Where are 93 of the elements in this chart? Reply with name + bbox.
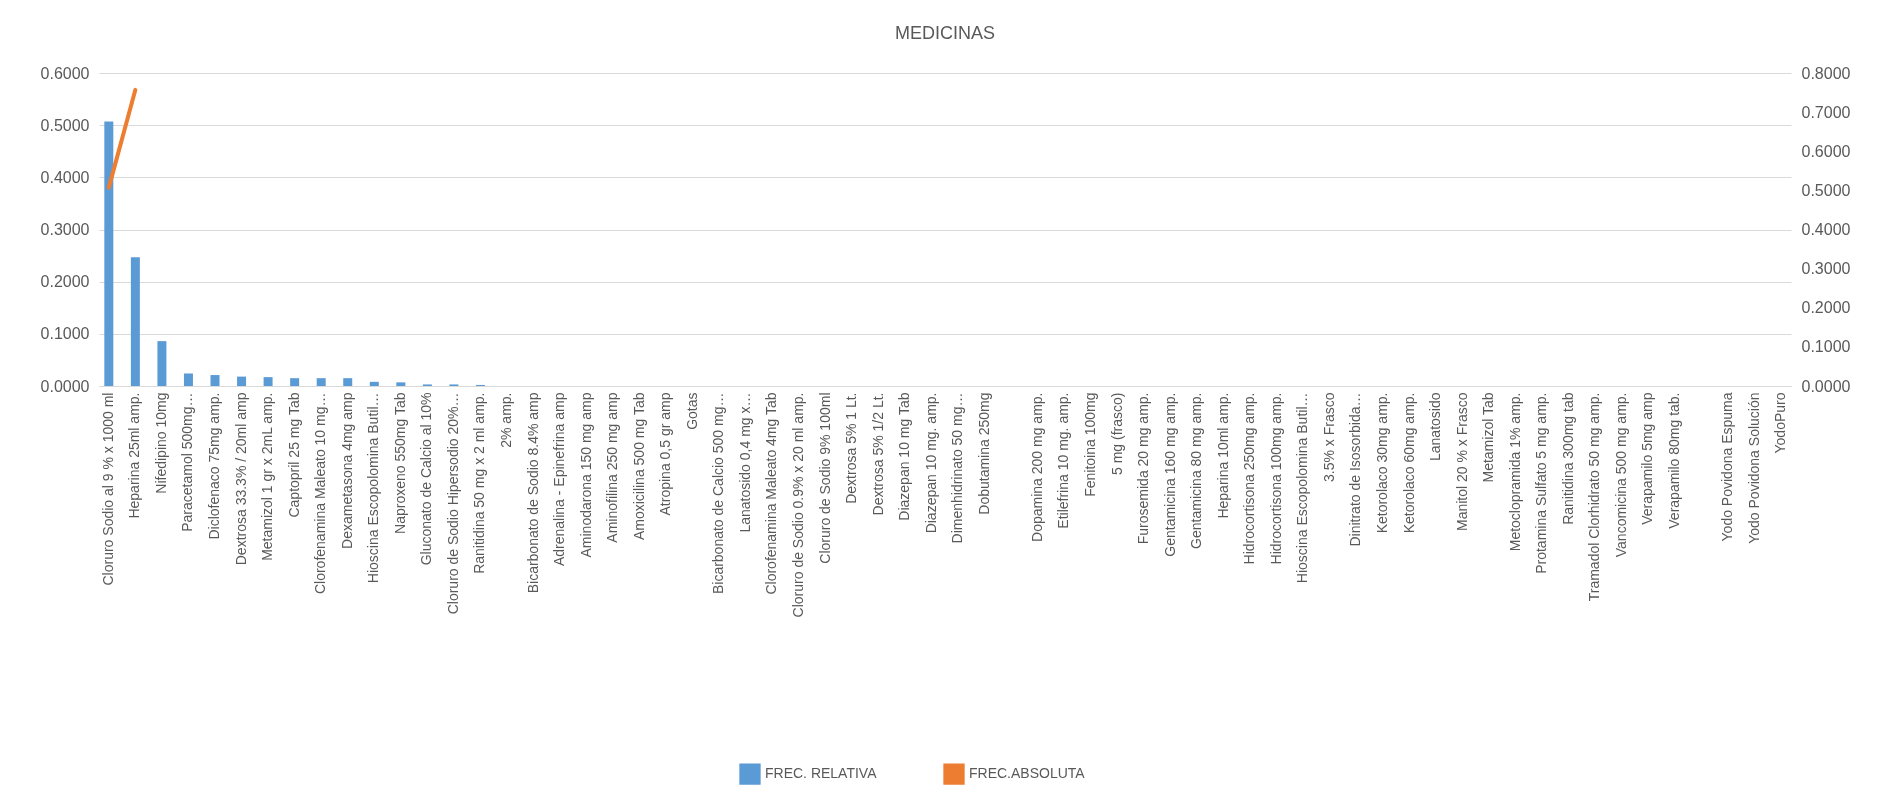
x-tick-label: Clorofenamina Maleato 4mg Tab xyxy=(763,392,780,595)
x-tick-label: Protamina Sulfato 5 mg amp. xyxy=(1533,392,1550,574)
y2-tick-label: 0.0000 xyxy=(1801,377,1851,395)
x-tick-label: Diazepan 10 mg Tab xyxy=(896,392,913,521)
x-tick-label: Verapamilo 5mg amp xyxy=(1639,392,1656,525)
x-tick-label: YodoPuro xyxy=(1772,392,1789,454)
x-tick-label: Gotas xyxy=(683,392,700,430)
x-tick-label: Cloruro de Sodio 0.9% x 20 ml amp. xyxy=(790,392,806,618)
bar xyxy=(263,377,273,386)
x-tick-label: Bicarbonato de Sodio 8.4% amp xyxy=(524,392,541,594)
bar xyxy=(157,341,167,386)
bar xyxy=(104,121,114,386)
x-tick-label: Hidrocortisona 250mg amp. xyxy=(1241,392,1258,565)
legend-label: FREC.ABSOLUTA xyxy=(969,765,1086,782)
y-tick-label: 0.0000 xyxy=(40,377,90,395)
x-tick-label: Fenitoina 100mg xyxy=(1082,392,1098,497)
bar xyxy=(130,257,140,386)
x-tick-label: Dobutamina 250mg xyxy=(975,392,992,515)
x-tick-label: Gentamicina 80 mg amp. xyxy=(1188,392,1205,549)
y2-tick-label: 0.4000 xyxy=(1801,221,1851,238)
x-tick-label: Dextrosa 5% 1 Lt. xyxy=(843,392,860,504)
x-tick-label: Manitol 20 % x Frasco xyxy=(1453,392,1470,531)
x-tick-label: Cloruro de Sodio Hipersodio 20%… xyxy=(444,392,461,615)
x-tick-label: Hioscina Escopolomina Butil… xyxy=(1294,392,1311,584)
x-tick-label: Dextrosa 33.3% / 20ml amp xyxy=(232,392,249,566)
x-tick-label: Nifedipino 10mg xyxy=(152,392,169,494)
x-tick-label: Cloruro de Sodio 9% 100ml xyxy=(816,392,833,564)
y-tick-label: 0.1000 xyxy=(40,325,90,343)
bar xyxy=(369,381,379,386)
y2-tick-label: 0.8000 xyxy=(1801,64,1851,82)
x-tick-label: Furosemida 20 mg amp. xyxy=(1135,392,1152,545)
x-tick-label: Paracetamol 500mg… xyxy=(179,392,196,532)
y2-tick-label: 0.7000 xyxy=(1801,103,1851,121)
x-tick-label: 3.5% x Frasco xyxy=(1320,392,1337,482)
x-tick-label: Bicarbonato de Calcio 500 mg… xyxy=(710,392,727,595)
x-tick-label: Ketorolaco 60mg amp. xyxy=(1400,392,1417,534)
x-tick-label: Heparina 10ml amp. xyxy=(1214,392,1231,519)
x-tick-label: Metamizol 1 gr x 2mL amp. xyxy=(259,392,276,561)
x-tick-label: Diclofenaco 75mg amp. xyxy=(206,392,222,540)
x-tick-label: Verapamilo 80mg tab. xyxy=(1666,392,1682,529)
x-tick-label: Tramadol Clorhidrato 50 mg amp. xyxy=(1586,392,1603,602)
x-tick-label: Gluconato de Calcio al 10% xyxy=(418,392,435,566)
x-tick-label: Naproxeno 550mg Tab xyxy=(391,392,408,534)
x-tick-label: Dopamina 200 mg amp. xyxy=(1028,392,1045,542)
bar xyxy=(183,373,193,386)
x-tick-label: Lanatosido 0,4 mg x… xyxy=(736,392,753,533)
bar xyxy=(290,378,300,386)
x-tick-label: 2% amp. xyxy=(498,392,514,448)
x-tick-label: Ranitidina 50 mg x 2 ml amp. xyxy=(471,392,488,574)
x-tick-label: Metamizol Tab xyxy=(1480,392,1497,483)
y2-tick-label: 0.2000 xyxy=(1801,299,1851,317)
x-tick-label: Diazepan 10 mg. amp. xyxy=(922,392,939,534)
x-tick-label: Etilefrina 10 mg. amp. xyxy=(1055,392,1072,529)
x-tick-label: Atropina 0,5 gr amp xyxy=(657,392,674,516)
x-tick-label: Dextrosa 5% 1/2 Lt. xyxy=(869,392,886,516)
bar xyxy=(237,376,247,386)
y2-tick-label: 0.6000 xyxy=(1801,142,1851,160)
x-tick-label: Lanatosido xyxy=(1427,392,1444,462)
x-tick-label: Adrenalina - Epinefrina amp xyxy=(551,392,568,567)
x-tick-label: Gentamicina 160 mg amp. xyxy=(1161,392,1178,557)
y-tick-label: 0.6000 xyxy=(40,64,90,82)
x-tick-label: Hidrocortisona 100mg amp. xyxy=(1267,392,1284,565)
legend-label: FREC. RELATIVA xyxy=(765,765,878,782)
x-tick-label: Yodo Povidona Espuma xyxy=(1719,392,1736,542)
x-tick-label: Captopril 25 mg Tab xyxy=(285,392,302,518)
y2-tick-label: 0.3000 xyxy=(1801,260,1851,278)
y-tick-label: 0.2000 xyxy=(40,273,90,291)
x-tick-label: Aminodarona 150 mg amp xyxy=(577,392,594,558)
y2-tick-label: 0.1000 xyxy=(1801,338,1851,356)
y2-tick-label: 0.5000 xyxy=(1801,181,1851,199)
x-tick-label: Metoclopramida 1% amp. xyxy=(1506,392,1523,552)
x-tick-label: Dexametasona 4mg amp xyxy=(338,392,355,549)
bar xyxy=(396,382,406,386)
x-tick-label: Aminofilina 250 mg amp xyxy=(604,392,621,543)
x-tick-label: Heparina 25ml amp. xyxy=(126,392,143,519)
bar xyxy=(343,378,353,386)
x-tick-label: 5 mg (frasco) xyxy=(1108,392,1125,475)
bar xyxy=(210,375,220,386)
x-tick-label: Clorofenamina Maleato 10 mg… xyxy=(312,392,329,595)
x-tick-label: Amoxicilina 500 mg Tab xyxy=(630,392,647,541)
x-tick-label: Dimenhidrinato 50 mg… xyxy=(949,392,966,544)
y-tick-label: 0.5000 xyxy=(40,116,90,134)
chart-title: MEDICINAS xyxy=(894,23,996,43)
x-tick-label: Ketorolaco 30mg amp. xyxy=(1374,392,1390,534)
x-tick-label: Vancomicina 500 mg amp. xyxy=(1612,392,1629,558)
x-tick-label: Dinitrato de Isosorbida… xyxy=(1347,392,1364,547)
y-tick-label: 0.3000 xyxy=(40,221,90,238)
x-tick-label: Cloruro Sodio al 9 % x 1000 ml xyxy=(99,392,116,586)
x-tick-label: Yodo Povidona Solución xyxy=(1745,392,1762,544)
x-tick-label: Hioscina Escopolomina Butil… xyxy=(365,392,382,584)
x-tick-label: Ranitidina 300mg tab xyxy=(1559,392,1576,525)
y-tick-label: 0.4000 xyxy=(40,168,90,186)
bar xyxy=(316,378,326,386)
